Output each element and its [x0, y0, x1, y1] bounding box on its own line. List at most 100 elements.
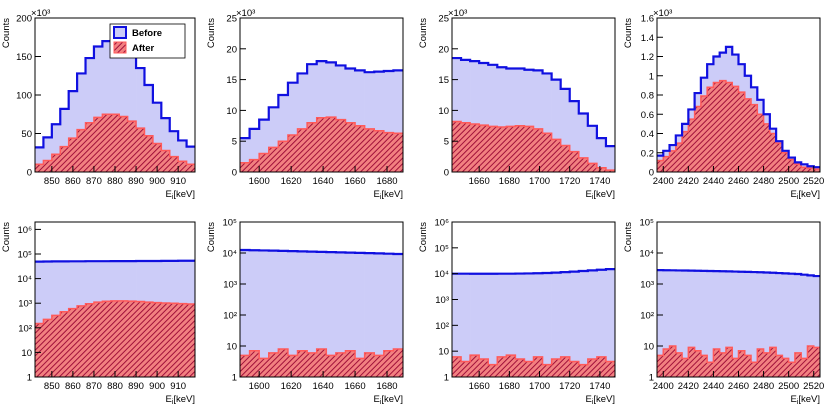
- y-multiplier: ×10³: [31, 8, 50, 19]
- x-tick-label: 1600: [249, 381, 270, 392]
- x-tick-label: 2440: [703, 381, 724, 392]
- histogram-bin: [307, 122, 318, 172]
- histogram-bin: [596, 356, 607, 377]
- x-label-unit: [keV]: [173, 189, 195, 200]
- y-axis-label: Counts: [623, 222, 634, 252]
- histogram-bin: [470, 273, 480, 377]
- histogram-bin: [682, 358, 689, 377]
- histogram-bin: [186, 146, 196, 172]
- histogram-bin: [316, 251, 327, 377]
- histogram-bin: [587, 163, 598, 172]
- histogram-bin: [506, 273, 516, 377]
- histogram-bin: [68, 308, 78, 377]
- histogram-bin: [801, 358, 808, 377]
- histogram-bin: [769, 347, 777, 377]
- histogram-bin: [278, 95, 289, 172]
- histogram-bin: [93, 46, 103, 172]
- histogram-bin: [287, 82, 298, 172]
- histogram-bin: [326, 252, 337, 377]
- histogram-bin: [268, 107, 279, 172]
- histogram-bin: [461, 361, 471, 377]
- histogram-bin: [688, 270, 695, 377]
- histogram-bin: [488, 273, 498, 377]
- histogram-bin: [663, 156, 670, 172]
- histogram-bin: [345, 252, 356, 377]
- histogram-bin: [813, 347, 821, 377]
- x-tick-label: 1740: [589, 381, 610, 392]
- histogram-bin: [393, 253, 404, 377]
- histogram-bin: [259, 358, 270, 377]
- histogram-bin: [788, 159, 796, 172]
- histogram-bin: [452, 356, 462, 377]
- histogram-bin: [700, 270, 708, 377]
- histogram-bin: [769, 272, 777, 377]
- histogram-bin: [801, 274, 808, 377]
- y-tick-label: 10³: [223, 280, 237, 291]
- x-axis-label: Ei[keV]: [165, 189, 195, 201]
- histogram-bin: [297, 73, 308, 172]
- histogram-bin: [268, 147, 279, 172]
- y-tick-label: 10⁵: [222, 218, 237, 229]
- x-tick-label: 2420: [678, 381, 699, 392]
- x-tick-label: 1700: [529, 381, 550, 392]
- histogram-bin: [757, 114, 764, 172]
- histogram-bin: [813, 276, 821, 377]
- histogram-bin: [307, 251, 318, 377]
- histogram-bin: [605, 361, 616, 377]
- x-label-sub: i: [380, 194, 382, 201]
- y-tick-label: 10⁴: [434, 269, 449, 280]
- histogram-outline: [240, 116, 403, 164]
- y-tick-label: 20: [226, 44, 237, 55]
- histogram-bin: [738, 271, 746, 377]
- histogram-bin: [316, 117, 327, 172]
- y-axis-label: Counts: [623, 18, 634, 48]
- x-label-main: E: [373, 189, 379, 200]
- histogram-bin: [161, 150, 171, 172]
- histogram-bin: [68, 138, 78, 172]
- histogram-bin: [533, 273, 543, 377]
- panel: 1 10 10² 10³ 10⁴ 10⁵ 10⁶ 1660 1680 1700 1720 1740 Co…: [418, 218, 616, 404]
- histogram-bin: [383, 253, 394, 377]
- y-tick-label: 10²: [18, 323, 32, 334]
- y-tick-label: 10⁴: [222, 249, 237, 260]
- histogram-bin: [542, 73, 552, 172]
- histogram-bin: [596, 167, 607, 172]
- histogram-bin: [488, 64, 498, 172]
- y-tick-label: 0.8: [641, 91, 654, 102]
- histogram-bin: [110, 114, 120, 172]
- histogram-outline: [452, 354, 615, 366]
- histogram-bin: [542, 133, 552, 172]
- histogram-bin: [479, 125, 489, 172]
- x-tick-label: 1740: [589, 176, 610, 187]
- plot-frame: [239, 221, 404, 378]
- histogram-bin: [663, 270, 670, 377]
- x-label-unit: [keV]: [798, 189, 820, 200]
- x-label-unit: [keV]: [173, 394, 195, 404]
- histogram-bin: [578, 270, 589, 377]
- histogram-outline: [657, 45, 820, 169]
- histogram-bin: [497, 356, 507, 377]
- histogram-bin: [374, 355, 385, 377]
- histogram-bin: [596, 138, 607, 172]
- histogram-bin: [794, 164, 802, 172]
- histogram-bin: [178, 161, 187, 172]
- y-axis-label: Counts: [1, 222, 12, 252]
- histogram-bin: [551, 272, 561, 377]
- histogram-bin: [479, 358, 489, 377]
- x-tick-label: 890: [128, 176, 144, 187]
- histogram-bin: [807, 168, 815, 172]
- y-tick-label: 10²: [640, 311, 654, 322]
- y-tick-label: 10: [226, 342, 237, 353]
- histogram-bin: [551, 79, 561, 172]
- x-tick-label: 870: [86, 176, 102, 187]
- histogram-bin: [479, 273, 489, 377]
- y-tick-label: 50: [21, 129, 32, 140]
- x-tick-label: 1660: [469, 176, 490, 187]
- y-tick-label: 10: [226, 106, 237, 117]
- y-axis-label: Counts: [418, 222, 429, 252]
- histogram-bin: [178, 140, 187, 172]
- histogram-bin: [364, 128, 375, 172]
- histogram-bin: [788, 273, 796, 377]
- histogram-bin: [297, 251, 308, 377]
- histogram-bin: [169, 156, 179, 172]
